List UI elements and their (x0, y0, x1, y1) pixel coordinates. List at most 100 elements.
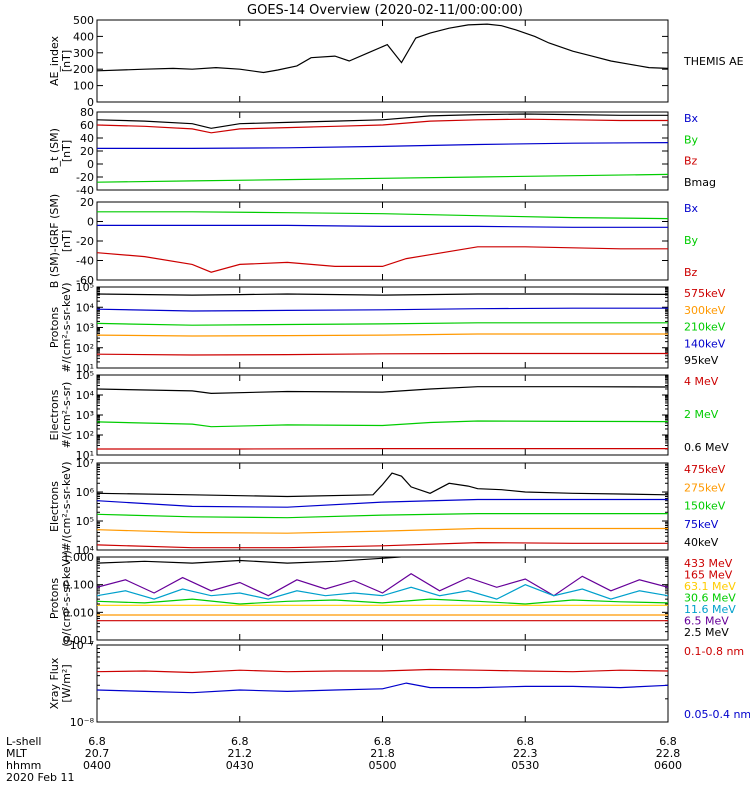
legend-label: 575keV (684, 287, 726, 300)
legend-label: 2.5 MeV (684, 626, 729, 639)
x-tick-label-lshell: 6.8 (517, 735, 535, 748)
legend-label: 6.5 MeV (684, 615, 729, 628)
series-line-1 (97, 472, 668, 498)
series-line-2 (97, 498, 668, 508)
y-axis-label-line: Protons (48, 307, 61, 348)
series-line-4 (97, 527, 668, 534)
panel-frame (96, 644, 669, 723)
y-tick-label: -40 (76, 184, 94, 197)
y-tick-label: 20 (80, 196, 94, 209)
series-line-2 (97, 420, 668, 428)
legend-label: Bz (684, 266, 698, 279)
y-axis-label: Electrons#/(cm²-s-sr) (48, 382, 73, 449)
legend-label: 475keV (684, 463, 726, 476)
y-tick-label: 500 (73, 14, 94, 27)
series-line-1 (97, 113, 668, 129)
x-tick-label-lshell: 6.8 (231, 735, 249, 748)
y-tick-label: -20 (76, 171, 94, 184)
x-row-label: MLT (6, 747, 27, 760)
legend-label: 140keV (684, 337, 726, 350)
y-tick-label: 0 (87, 216, 94, 229)
series-line-4 (97, 333, 668, 337)
y-tick-label: 10¹ (76, 362, 94, 375)
panel-frame (96, 556, 669, 641)
y-tick-label: 10² (76, 429, 94, 442)
legend-label: 75keV (684, 518, 719, 531)
series-line-1 (97, 23, 668, 74)
y-tick-label: 10⁷ (76, 457, 94, 470)
y-axis-label-line: [nT] (60, 140, 73, 162)
x-tick-label-mlt: 22.8 (656, 747, 681, 760)
chart-panel-7: 0.0010.0100.1001.000Protons(p/(cm²-s-sr-… (48, 550, 736, 647)
legend-label: 11.6 MeV (684, 603, 736, 616)
legend-label: 433 MeV (684, 557, 733, 570)
y-tick-label: 80 (80, 106, 94, 119)
series-line-4 (97, 598, 668, 605)
y-axis-label-line: Electrons (48, 389, 61, 440)
panel-frame (96, 286, 669, 369)
legend-label: 30.6 MeV (684, 592, 736, 605)
series-line-2 (97, 572, 668, 597)
series-line-2 (97, 224, 668, 228)
legend-label: Bx (684, 112, 699, 125)
y-axis-label: B (SM)-IGRF (SM)[nT] (48, 194, 73, 288)
y-tick-label: 10⁴ (76, 301, 95, 314)
y-tick-label: 10⁵ (76, 281, 94, 294)
series-line-1 (97, 668, 668, 674)
y-axis-label: Protons#/(cm²-s-sr-keV) (48, 282, 73, 372)
y-axis-label-line: B_t (SM) (48, 128, 61, 174)
y-axis-label-line: #/(cm²-s-sr) (60, 382, 73, 449)
y-axis-label-line: Protons (48, 578, 61, 619)
x-row-label: 2020 Feb 11 (6, 771, 74, 784)
legend-label: By (684, 133, 699, 146)
x-tick-label-hhmm: 0530 (511, 759, 539, 772)
legend-label: Bmag (684, 176, 716, 189)
legend-label: 165 MeV (684, 569, 733, 582)
series-line-2 (97, 682, 668, 694)
x-tick-label-mlt: 20.7 (85, 747, 110, 760)
y-tick-label: 10¹ (76, 449, 94, 462)
y-tick-label: 0.010 (63, 606, 95, 619)
x-tick-label-lshell: 6.8 (374, 735, 392, 748)
x-row-label: hhmm (6, 759, 41, 772)
legend-label: By (684, 234, 699, 247)
legend-label: 95keV (684, 354, 719, 367)
legend-label: Bz (684, 155, 698, 168)
y-tick-label: 10³ (76, 409, 94, 422)
x-tick-label-hhmm: 0600 (654, 759, 682, 772)
x-tick-label-hhmm: 0400 (83, 759, 111, 772)
y-tick-label: 40 (80, 132, 94, 145)
series-line-1 (97, 293, 668, 296)
series-line-3 (97, 512, 668, 519)
y-tick-label: 0 (87, 96, 94, 109)
y-tick-label: 1.000 (63, 551, 95, 564)
y-axis-label-line: B (SM)-IGRF (SM) (48, 194, 61, 288)
legend-label: 2 MeV (684, 408, 719, 421)
y-tick-label: -40 (76, 255, 94, 268)
y-axis-label: AE_index[nT] (48, 35, 73, 86)
x-row-label: L-shell (6, 735, 42, 748)
y-axis-label-line: AE_index (48, 35, 61, 86)
x-tick-label-hhmm: 0500 (369, 759, 397, 772)
y-axis-label-line: #/(cm²-s-sr-keV) (60, 282, 73, 372)
y-tick-label: 20 (80, 145, 94, 158)
legend-label: 40keV (684, 536, 719, 549)
series-line-1 (97, 211, 668, 220)
y-tick-label: 60 (80, 119, 94, 132)
y-axis-label-line: [nT] (60, 230, 73, 252)
y-tick-label: 10⁻⁷ (70, 639, 94, 652)
x-tick-label-lshell: 6.8 (659, 735, 677, 748)
x-tick-label-mlt: 22.3 (513, 747, 538, 760)
chart-panel-8: 10⁻⁸ 10⁻⁷ Xray Flux[W/m²] 0.1-0.8 nm 0.05-0.… (48, 639, 750, 729)
legend-label: Bx (684, 202, 699, 215)
y-axis-label-line: Xray Flux (48, 657, 61, 709)
y-tick-label: 10⁶ (76, 486, 95, 499)
series-line-1 (97, 557, 409, 564)
